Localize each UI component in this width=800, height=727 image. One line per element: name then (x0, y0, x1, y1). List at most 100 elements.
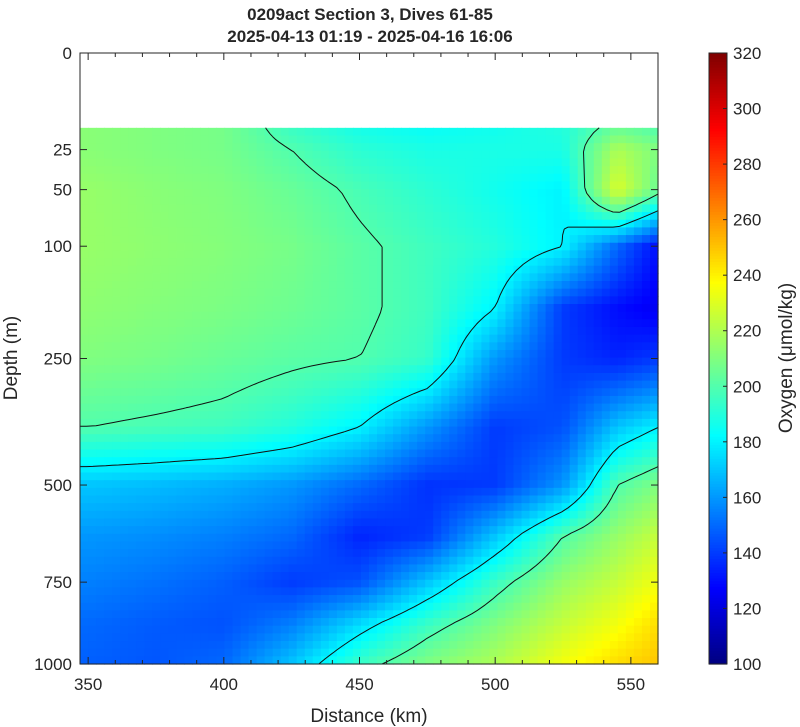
heatmap-cell (208, 541, 218, 550)
heatmap-cell (609, 641, 619, 650)
heatmap-cell (481, 602, 491, 611)
heatmap-cell (336, 579, 346, 589)
heatmap-cell (561, 618, 571, 627)
heatmap-cell (200, 365, 210, 374)
heatmap-cell (553, 189, 563, 198)
heatmap-cell (417, 334, 426, 343)
heatmap-cell (433, 365, 442, 374)
heatmap-cell (425, 227, 434, 236)
heatmap-cell (401, 449, 410, 458)
heatmap-cell (128, 281, 137, 290)
heatmap-cell (537, 304, 547, 313)
heatmap-cell (280, 158, 290, 167)
heatmap-cell (256, 572, 266, 581)
heatmap-cell (288, 173, 298, 183)
heatmap-cell (352, 579, 362, 589)
heatmap-cell (360, 495, 370, 504)
heatmap-cell (256, 158, 266, 167)
heatmap-cell (585, 579, 595, 589)
heatmap-cell (160, 273, 169, 282)
heatmap-cell (497, 625, 507, 634)
heatmap-cell (545, 334, 555, 343)
heatmap-cell (625, 349, 635, 359)
heatmap-cell (328, 549, 338, 558)
heatmap-cell (633, 365, 643, 374)
heatmap-cell (649, 464, 659, 474)
heatmap-cell (601, 304, 611, 313)
heatmap-cell (128, 472, 137, 481)
heatmap-cell (344, 388, 354, 397)
heatmap-cell (336, 258, 346, 267)
heatmap-cell (320, 227, 330, 236)
heatmap-cell (569, 204, 579, 213)
heatmap-cell (481, 625, 491, 634)
heatmap-cell (344, 166, 354, 175)
heatmap-cell (144, 219, 153, 229)
heatmap-cell (176, 641, 185, 650)
heatmap-cell (360, 518, 370, 527)
heatmap-cell (200, 250, 210, 259)
heatmap-cell (409, 618, 418, 627)
heatmap-cell (184, 166, 193, 175)
heatmap-cell (160, 464, 169, 474)
heatmap-cell (224, 372, 234, 382)
heatmap-cell (200, 618, 210, 627)
heatmap-cell (617, 395, 627, 405)
heatmap-cell (248, 510, 258, 520)
heatmap-cell (136, 158, 145, 167)
heatmap-cell (248, 311, 258, 320)
heatmap-cell (497, 480, 507, 489)
heatmap-cell (328, 127, 338, 137)
heatmap-cell (473, 227, 482, 236)
heatmap-cell (80, 411, 89, 420)
heatmap-cell (457, 587, 466, 596)
heatmap-cell (184, 564, 193, 573)
heatmap-cell (473, 196, 482, 206)
heatmap-cell (232, 265, 242, 274)
heatmap-cell (529, 464, 539, 474)
heatmap-cell (80, 426, 89, 435)
heatmap-cell (216, 319, 226, 328)
heatmap-cell (224, 166, 234, 175)
heatmap-cell (144, 618, 153, 627)
heatmap-cell (160, 135, 169, 144)
heatmap-cell (609, 296, 619, 305)
heatmap-cell (529, 196, 539, 206)
heatmap-cell (352, 304, 362, 313)
heatmap-cell (200, 319, 210, 328)
heatmap-cell (168, 250, 177, 259)
heatmap-cell (96, 464, 105, 474)
heatmap-cell (248, 127, 258, 137)
heatmap-cell (192, 533, 202, 543)
heatmap-cell (393, 235, 402, 244)
heatmap-cell (88, 173, 97, 183)
heatmap-cell (296, 365, 306, 374)
heatmap-cell (184, 388, 193, 397)
heatmap-cell (377, 235, 386, 244)
heatmap-cell (409, 212, 418, 221)
heatmap-cell (328, 618, 338, 627)
heatmap-cell (473, 242, 482, 251)
heatmap-cell (104, 426, 113, 435)
heatmap-cell (176, 189, 185, 198)
heatmap-cell (248, 625, 258, 634)
heatmap-cell (457, 411, 466, 420)
heatmap-cell (609, 357, 619, 366)
heatmap-cell (433, 166, 442, 175)
heatmap-cell (441, 380, 450, 389)
heatmap-cell (224, 135, 234, 144)
heatmap-cell (144, 242, 153, 251)
heatmap-cell (128, 418, 137, 428)
heatmap-cell (457, 541, 466, 550)
heatmap-cell (80, 127, 89, 137)
heatmap-cell (369, 388, 378, 397)
heatmap-cell (264, 610, 274, 619)
heatmap-cell (417, 595, 426, 604)
heatmap-cell (256, 181, 266, 190)
heatmap-cell (224, 380, 234, 389)
heatmap-cell (401, 503, 410, 512)
heatmap-cell (184, 510, 193, 520)
heatmap-cell (457, 349, 466, 359)
heatmap-cell (393, 587, 402, 596)
heatmap-cell (296, 418, 306, 428)
